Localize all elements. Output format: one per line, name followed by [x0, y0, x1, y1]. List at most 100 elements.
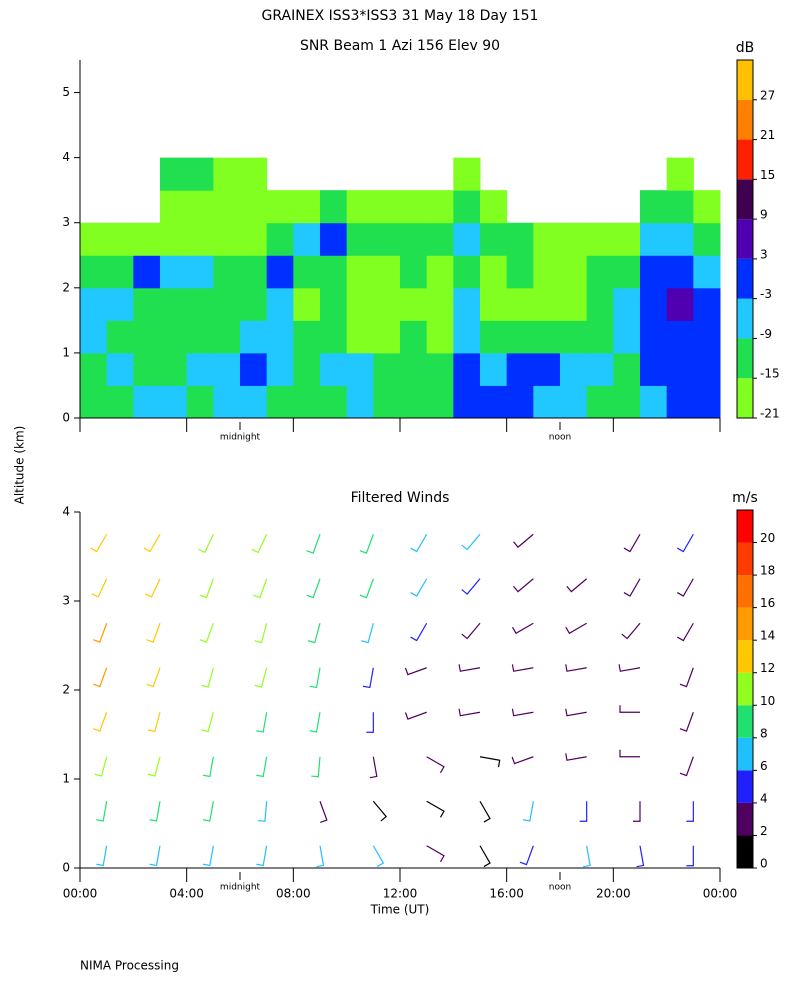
wind-barb: [619, 749, 640, 758]
wind-barb: [253, 578, 268, 599]
wind-barb: [511, 622, 534, 635]
colorbar-tick-label: 16: [760, 596, 775, 610]
wind-barb: [316, 845, 325, 868]
heatmap-cell: [293, 385, 321, 419]
heatmap-cell: [693, 222, 721, 256]
heatmap-cell: [586, 352, 614, 386]
wind-barb: [461, 533, 481, 551]
wind-barb: [147, 756, 161, 777]
colorbar-tick-label: 21: [760, 128, 775, 142]
wind-barb: [461, 622, 481, 640]
heatmap-cell: [240, 190, 268, 224]
colorbar-tick-label: 0: [760, 857, 768, 871]
wind-barb: [404, 667, 427, 676]
wind-barb: [410, 578, 428, 597]
wind-barb: [307, 623, 321, 644]
heatmap-cell: [266, 385, 294, 419]
y-axis-label: Altitude (km): [13, 426, 27, 505]
heatmap-cell: [160, 255, 188, 289]
colorbar-tick-label: 8: [760, 726, 768, 740]
heatmap-cell: [213, 157, 241, 191]
heatmap-cell: [373, 385, 401, 419]
wind-barb: [251, 533, 268, 554]
colorbar-tick-label: 14: [760, 629, 775, 643]
heatmap-cell: [560, 222, 588, 256]
y-tick-label: 3: [62, 594, 70, 608]
y-tick-label: 4: [62, 150, 70, 164]
heatmap-cell: [320, 320, 348, 354]
heatmap-cell: [133, 222, 161, 256]
heatmap-cell: [533, 352, 561, 386]
heatmap-cell: [613, 222, 641, 256]
heatmap-cell: [346, 255, 374, 289]
heatmap-cell: [373, 190, 401, 224]
heatmap-cell: [613, 320, 641, 354]
colorbar-tick-label: -3: [760, 287, 772, 301]
wind-barb: [511, 664, 534, 672]
heatmap-cell: [613, 352, 641, 386]
heatmap-cell: [640, 190, 668, 224]
heatmap-cell: [400, 287, 428, 321]
wind-barb: [199, 623, 214, 643]
wind-barb: [679, 712, 694, 732]
wind-barb: [147, 712, 161, 733]
colorbar-band: [737, 99, 753, 140]
colorbar-tick-label: -21: [760, 407, 780, 421]
y-tick-label: 4: [62, 505, 70, 519]
heatmap-cell: [453, 385, 481, 419]
heatmap-cell: [560, 255, 588, 289]
heatmap-cell: [480, 222, 508, 256]
colorbar-tick-label: -15: [760, 367, 780, 381]
wind-barb: [309, 712, 321, 733]
heatmap-cell: [560, 352, 588, 386]
heatmap-cell: [320, 255, 348, 289]
wind-barb: [686, 801, 694, 822]
heatmap-cell: [293, 287, 321, 321]
heatmap-cell: [400, 352, 428, 386]
heatmap-cell: [640, 287, 668, 321]
heatmap-cell: [266, 222, 294, 256]
heatmap-cell: [240, 287, 268, 321]
heatmap-cell: [426, 255, 454, 289]
heatmap-cell: [480, 352, 508, 386]
heatmap-cell: [186, 320, 214, 354]
heatmap-cell: [560, 320, 588, 354]
heatmap-cell: [693, 190, 721, 224]
wind-barb: [461, 578, 481, 595]
heatmap-cell: [133, 287, 161, 321]
heatmap-cell: [213, 385, 241, 419]
heatmap-cell: [560, 385, 588, 419]
x-tick-label: 00:00: [63, 887, 98, 901]
heatmap-cell: [106, 385, 134, 419]
heatmap-cell: [693, 352, 721, 386]
colorbar-band: [737, 258, 753, 299]
heatmap-cell: [213, 287, 241, 321]
heatmap-cell: [666, 352, 694, 386]
wind-barb: [636, 845, 645, 868]
wind-barb: [479, 845, 491, 868]
heatmap-cell: [453, 255, 481, 289]
heatmap-cell: [320, 190, 348, 224]
heatmap-cell: [293, 222, 321, 256]
heatmap-cell: [80, 385, 108, 419]
wind-barb: [619, 705, 640, 713]
wind-barb: [676, 578, 694, 597]
heatmap-cell: [666, 255, 694, 289]
colorbar-band: [737, 378, 753, 418]
heatmap-cell: [266, 255, 294, 289]
wind-barb: [522, 801, 534, 822]
heatmap-cell: [586, 320, 614, 354]
heatmap-cell: [373, 222, 401, 256]
colorbar-band: [737, 802, 753, 836]
wind-barb: [306, 578, 321, 599]
heatmap-cell: [346, 320, 374, 354]
heatmap-cell: [186, 352, 214, 386]
heatmap-cell: [426, 190, 454, 224]
heatmap-cell: [426, 222, 454, 256]
colorbar-tick-label: 27: [760, 88, 775, 102]
heatmap-cell: [133, 255, 161, 289]
heatmap-cell: [400, 320, 428, 354]
wind-barb: [93, 667, 108, 688]
